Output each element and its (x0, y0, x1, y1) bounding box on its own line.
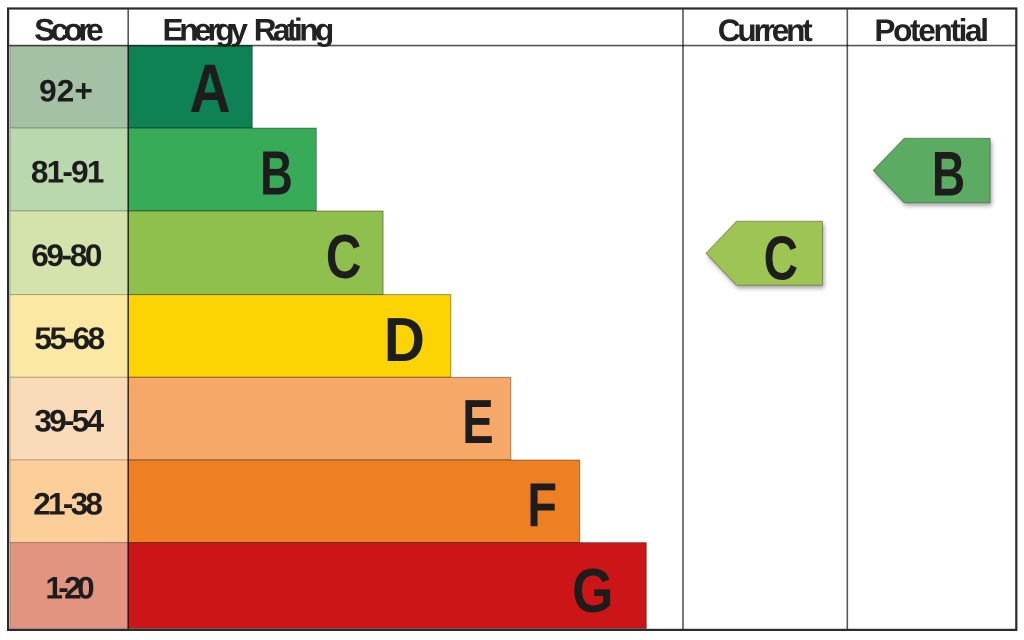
svg-text:F: F (527, 469, 557, 539)
svg-text:1-20: 1-20 (45, 570, 94, 606)
svg-text:69-80: 69-80 (31, 237, 102, 273)
svg-text:C: C (326, 221, 362, 291)
svg-text:Current: Current (718, 12, 814, 48)
svg-text:E: E (462, 386, 493, 456)
svg-text:92+: 92+ (39, 73, 93, 109)
svg-text:21-38: 21-38 (33, 485, 103, 521)
svg-text:39-54: 39-54 (34, 403, 104, 439)
svg-text:C: C (764, 223, 798, 293)
svg-text:A: A (189, 51, 230, 127)
svg-text:Score: Score (34, 11, 103, 47)
svg-text:Rating: Rating (254, 11, 335, 47)
svg-text:B: B (260, 139, 293, 209)
svg-text:81-91: 81-91 (31, 154, 105, 190)
svg-text:Energy: Energy (162, 11, 248, 47)
svg-text:55-68: 55-68 (34, 320, 105, 356)
svg-text:Potential: Potential (874, 12, 989, 48)
svg-text:D: D (384, 304, 425, 374)
svg-text:G: G (572, 556, 613, 626)
svg-text:B: B (932, 139, 965, 210)
